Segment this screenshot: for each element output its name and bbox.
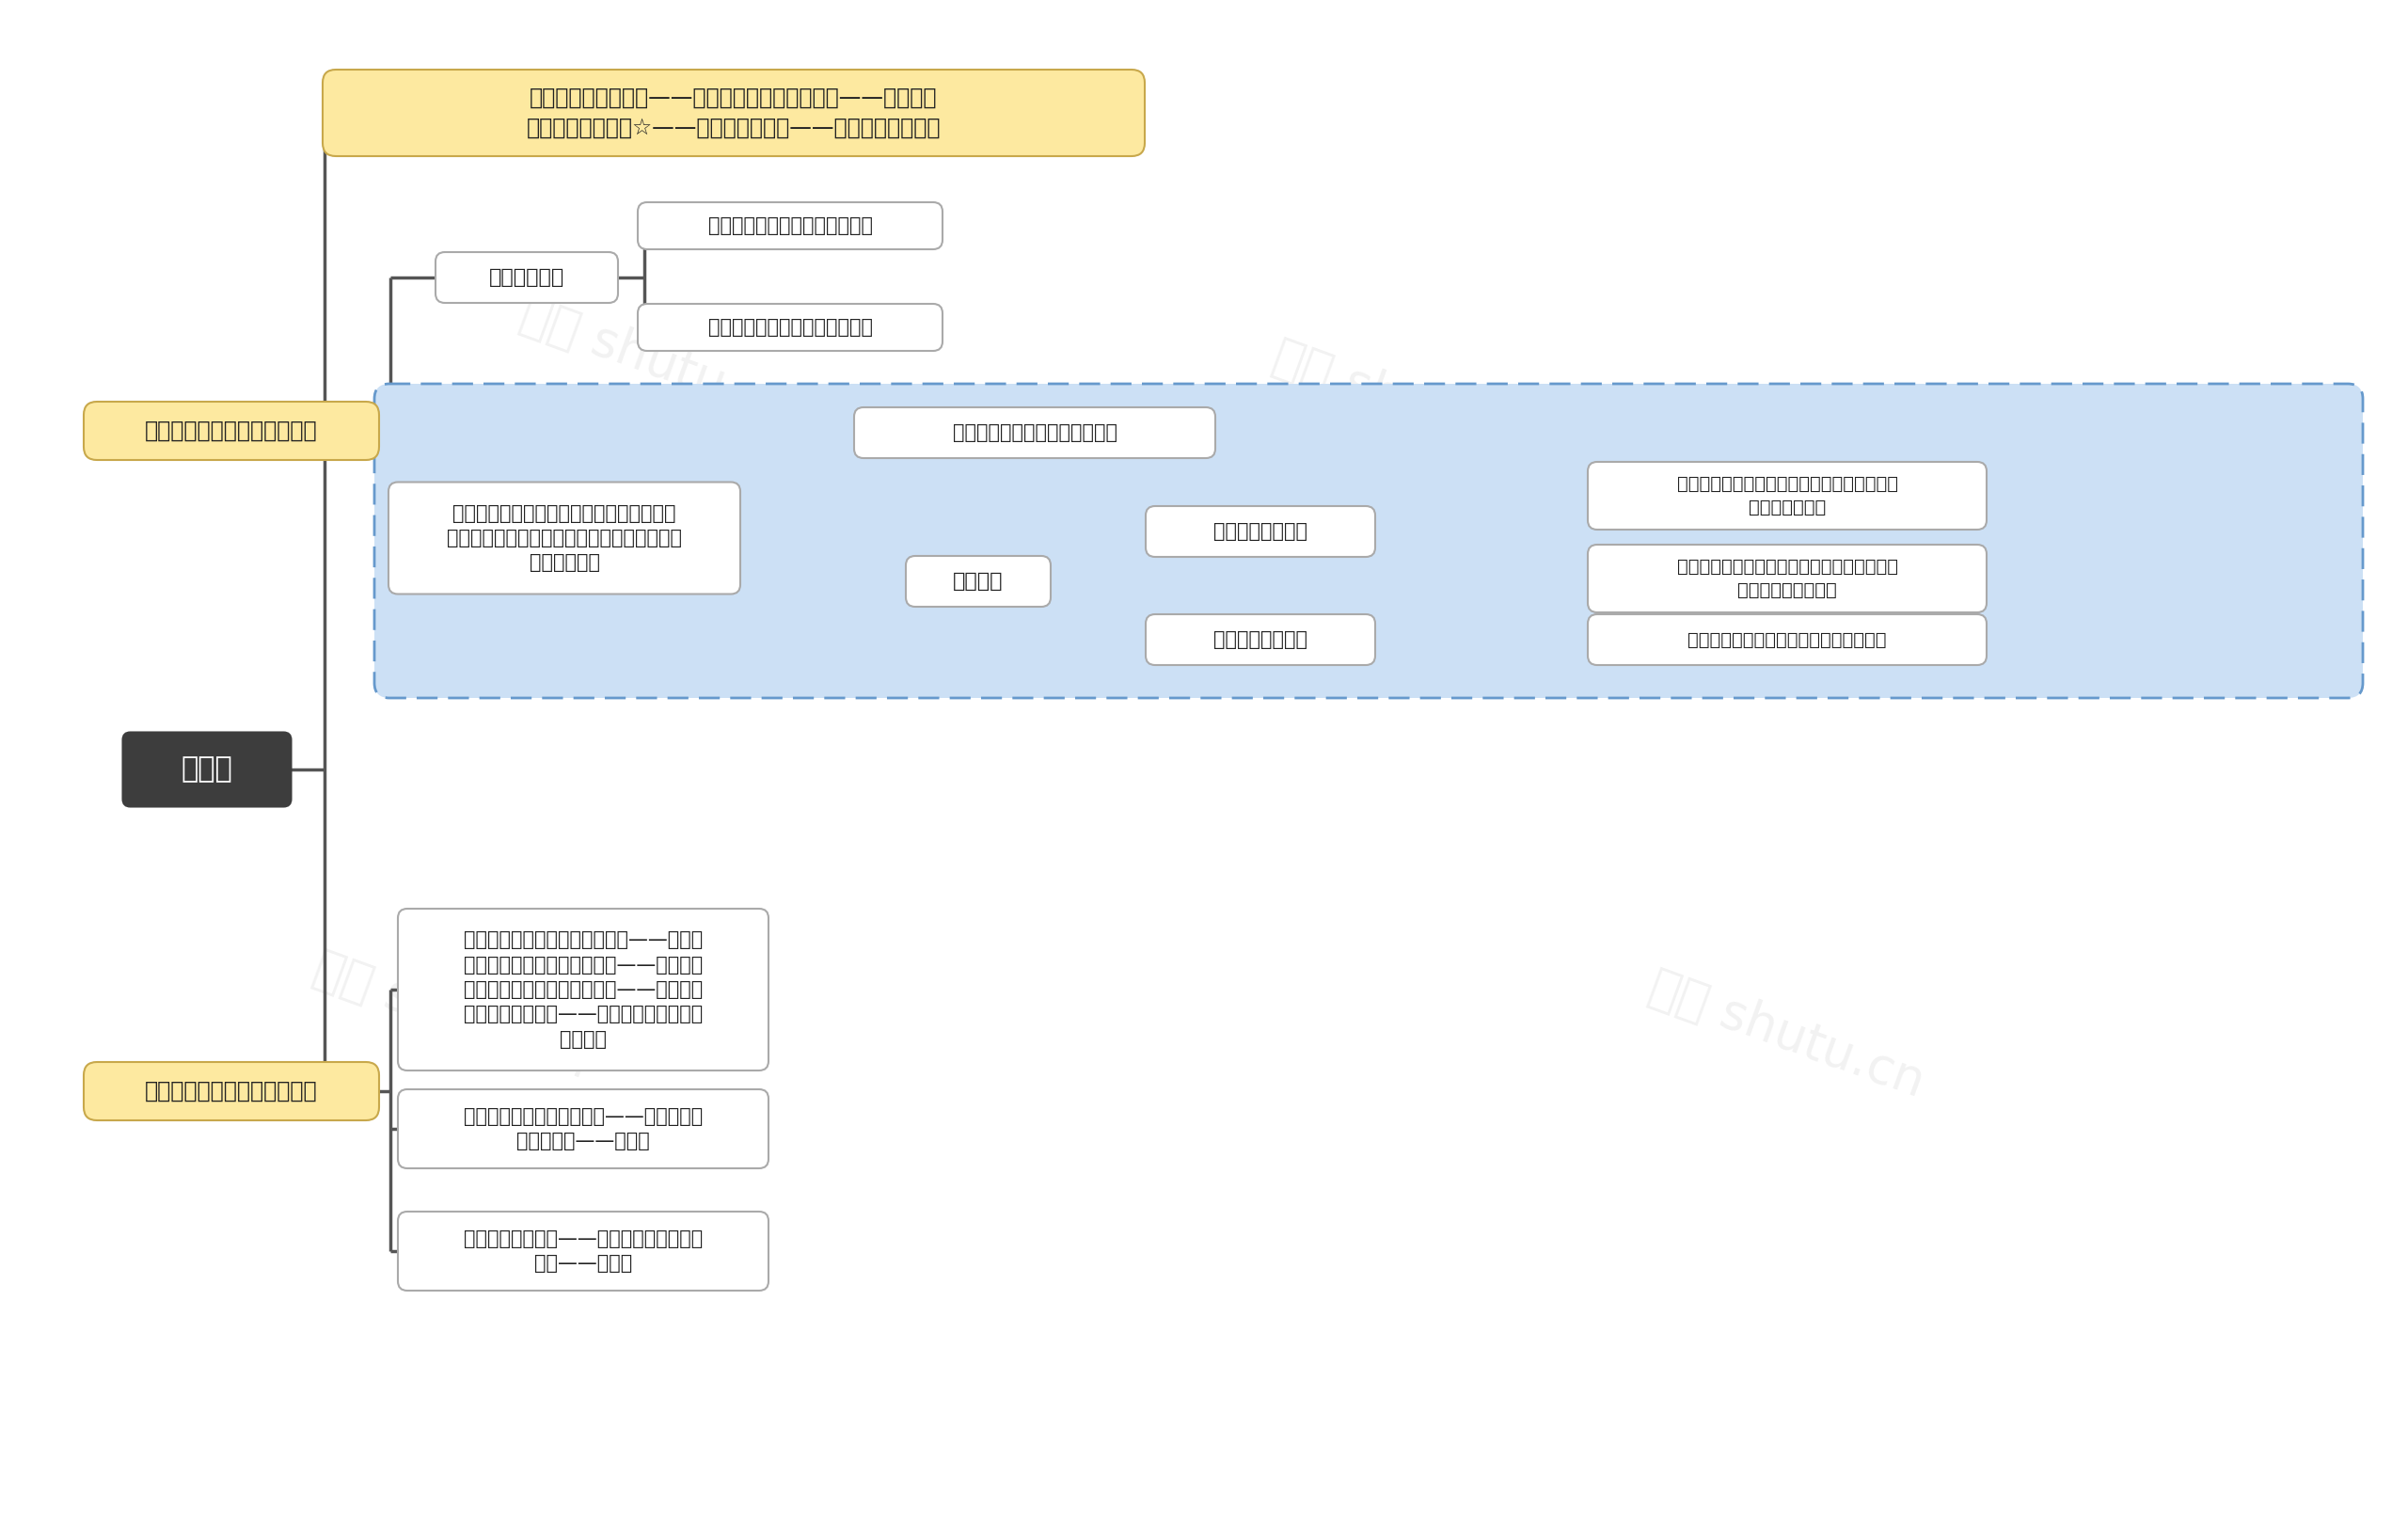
FancyBboxPatch shape bbox=[123, 732, 291, 806]
FancyBboxPatch shape bbox=[638, 305, 942, 351]
Text: 被害人意识到所处分财物的现实存在：诈骗。
（调换条形码）: 被害人意识到所处分财物的现实存在：诈骗。 （调换条形码） bbox=[1676, 475, 1898, 517]
FancyBboxPatch shape bbox=[397, 1212, 768, 1290]
FancyBboxPatch shape bbox=[1146, 506, 1375, 557]
FancyBboxPatch shape bbox=[1587, 614, 1987, 664]
Text: 三角诈骗：行为人——受骗人（同时是处分
人）——受害人: 三角诈骗：行为人——受骗人（同时是处分 人）——受害人 bbox=[465, 1229, 703, 1273]
Text: 客观处分行为: 客观处分行为 bbox=[489, 268, 563, 288]
Text: 整体处分：论斤卖: 整体处分：论斤卖 bbox=[1214, 631, 1308, 649]
Text: 诈骗罪，由被害人实施转移占有: 诈骗罪，由被害人实施转移占有 bbox=[708, 217, 872, 235]
FancyBboxPatch shape bbox=[373, 384, 2362, 698]
FancyBboxPatch shape bbox=[84, 401, 378, 460]
FancyBboxPatch shape bbox=[323, 69, 1144, 157]
Text: 与盗窃罪的区分（三角关系）: 与盗窃罪的区分（三角关系） bbox=[144, 1080, 318, 1103]
FancyBboxPatch shape bbox=[436, 252, 619, 303]
Text: 单个处分：论个卖: 单个处分：论个卖 bbox=[1214, 521, 1308, 541]
Text: 盗窃罪的间接正犯：行为人——受骗人（不
是处分人）——受害人: 盗窃罪的间接正犯：行为人——受骗人（不 是处分人）——受害人 bbox=[465, 1107, 703, 1150]
FancyBboxPatch shape bbox=[388, 481, 739, 594]
FancyBboxPatch shape bbox=[1587, 544, 1987, 612]
Text: 主观处分意识：对方客观上有处分行为，但
主观上没有处分意识，行为人不构成诈骗罪，
而构成盗窃罪: 主观处分意识：对方客观上有处分行为，但 主观上没有处分意识，行为人不构成诈骗罪，… bbox=[448, 504, 681, 572]
Text: 树图 shutu.cn: 树图 shutu.cn bbox=[1267, 332, 1556, 477]
FancyBboxPatch shape bbox=[397, 1089, 768, 1169]
Text: 被害人没有意识到所处分财物的现实存在：盗
窃。（包装盒加塞）: 被害人没有意识到所处分财物的现实存在：盗 窃。（包装盒加塞） bbox=[1676, 558, 1898, 600]
Text: 树图 shutu.cn: 树图 shutu.cn bbox=[515, 289, 802, 435]
Text: 树图 shutu.cn: 树图 shutu.cn bbox=[1642, 963, 1931, 1107]
Text: 树图 shutu.cn: 树图 shutu.cn bbox=[308, 943, 595, 1089]
FancyBboxPatch shape bbox=[1146, 614, 1375, 664]
FancyBboxPatch shape bbox=[397, 909, 768, 1070]
Text: 定诈骗。认识到财物的客观存在（卖米）: 定诈骗。认识到财物的客观存在（卖米） bbox=[1688, 631, 1885, 649]
Text: 行为结构：欺骗行为（行为人）——对方产
生或维持认识错误（受骗人）——对方基于
认识错误处分财物（处分人）——行为人取
得财物（行为人）——对方遭受财产损失（
: 行为结构：欺骗行为（行为人）——对方产 生或维持认识错误（受骗人）——对方基于 … bbox=[465, 930, 703, 1049]
Text: 与盗窃罪的区分（两角关系）: 与盗窃罪的区分（两角关系） bbox=[144, 420, 318, 441]
Text: 数量错误: 数量错误 bbox=[954, 572, 1004, 591]
FancyBboxPatch shape bbox=[1587, 461, 1987, 529]
FancyBboxPatch shape bbox=[84, 1063, 378, 1120]
Text: 诈骗罪: 诈骗罪 bbox=[181, 755, 234, 783]
Text: 行为结构：欺骗行为——对方产生或维持认识错误——对方基于
认识错误处分财物☆——行为人取得财物——对方遭受财产损失: 行为结构：欺骗行为——对方产生或维持认识错误——对方基于 认识错误处分财物☆——… bbox=[527, 86, 942, 138]
FancyBboxPatch shape bbox=[855, 408, 1216, 458]
Text: 种类错误，定盗窃罪（调包案）: 种类错误，定盗窃罪（调包案） bbox=[954, 423, 1117, 441]
FancyBboxPatch shape bbox=[638, 201, 942, 249]
FancyBboxPatch shape bbox=[905, 555, 1050, 606]
Text: 盗窃罪，由行为人实施转移占有: 盗窃罪，由行为人实施转移占有 bbox=[708, 318, 872, 337]
